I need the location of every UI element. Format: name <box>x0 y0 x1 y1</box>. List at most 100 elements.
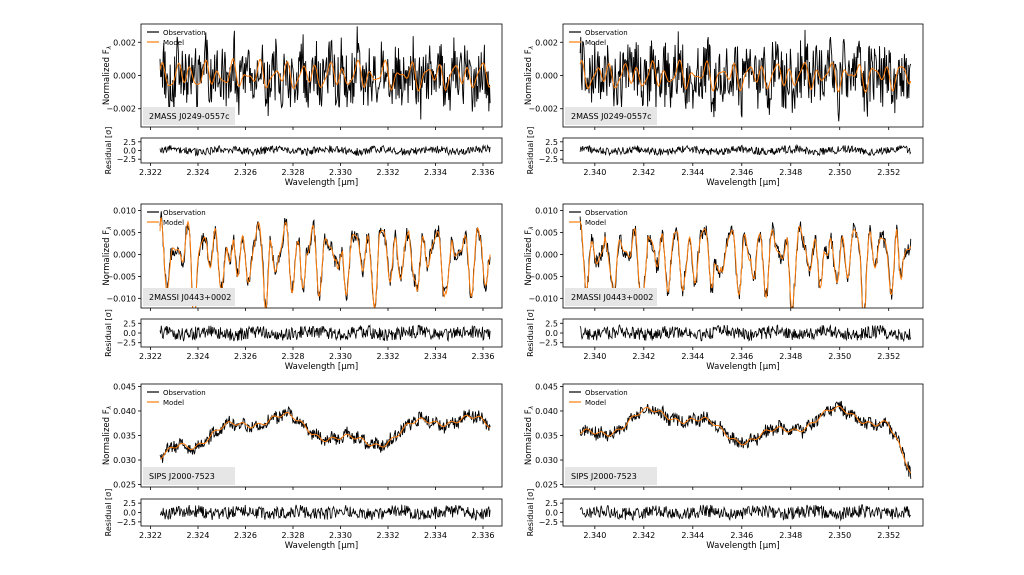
model-series <box>579 59 912 94</box>
legend: Observation Model <box>147 29 206 47</box>
residual-series <box>579 143 912 157</box>
legend: Observation Model <box>147 209 206 227</box>
x-tick-label: 2.326 <box>234 531 257 540</box>
x-tick-label: 2.324 <box>187 168 210 177</box>
y-axis-label-text: Normalized F <box>524 49 534 105</box>
residual-series <box>579 324 912 343</box>
x-tick-label: 2.348 <box>779 168 802 177</box>
residual-y-tick-label: −2.5 <box>117 339 136 348</box>
x-tick-label: 2.352 <box>877 168 900 177</box>
model-series <box>579 405 912 474</box>
y-axis-label: Normalized Fλ <box>102 226 113 285</box>
model-series <box>159 57 491 92</box>
x-tick-label: 2.352 <box>877 352 900 361</box>
residual-y-tick-label: −2.5 <box>539 518 558 527</box>
x-axis-label: Wavelength [μm] <box>285 541 358 551</box>
residual-y-axis-label: Residual [σ] <box>526 489 535 537</box>
y-tick-label: 0.000 <box>113 72 136 81</box>
y-tick-label: −0.010 <box>106 294 136 303</box>
legend-observation-label: Observation <box>585 29 628 37</box>
residual-y-tick-label: −2.5 <box>117 155 136 164</box>
y-axis-label: Normalized Fλ <box>524 226 535 285</box>
x-tick-label: 2.322 <box>139 352 162 361</box>
residual-y-tick-label: 0.0 <box>123 147 136 156</box>
y-axis-label-text: Normalized F <box>524 409 534 465</box>
x-tick-label: 2.340 <box>583 531 606 540</box>
x-tick-label: 2.334 <box>424 531 447 540</box>
x-tick-label: 2.334 <box>424 352 447 361</box>
y-axis-label-subscript: λ <box>528 406 535 411</box>
residual-y-tick-label: 0.0 <box>123 509 136 518</box>
legend-model-label: Model <box>585 399 606 407</box>
x-tick-label: 2.334 <box>424 168 447 177</box>
legend-model-label: Model <box>163 39 184 47</box>
x-tick-label: 2.350 <box>828 168 851 177</box>
x-tick-label: 2.350 <box>828 531 851 540</box>
residual-y-axis-label: Residual [σ] <box>104 489 113 537</box>
x-tick-label: 2.322 <box>139 531 162 540</box>
y-tick-label: 0.005 <box>535 229 558 238</box>
y-tick-label: 0.045 <box>535 382 558 391</box>
y-axis-label-text: Normalized F <box>102 409 112 465</box>
x-tick-label: 2.348 <box>779 352 802 361</box>
y-tick-label: 0.025 <box>113 481 136 490</box>
legend-observation-label: Observation <box>163 29 206 37</box>
y-axis-label-subscript: λ <box>528 46 535 51</box>
object-label: SIPS J2000-7523 <box>149 472 215 481</box>
model-series <box>159 412 491 460</box>
y-axis-label: Normalized Fλ <box>102 406 113 465</box>
y-tick-label: −0.002 <box>528 105 558 114</box>
residual-y-axis-label: Residual [σ] <box>104 127 113 175</box>
object-label-box <box>565 467 657 485</box>
y-tick-label: 0.035 <box>113 432 136 441</box>
y-axis-label: Normalized Fλ <box>524 46 535 105</box>
x-tick-label: 2.346 <box>730 531 753 540</box>
chart-panel-3: −0.010−0.0050.0000.0050.0102.50.0−2.52.3… <box>102 203 503 372</box>
residual-y-tick-label: 2.5 <box>545 499 558 508</box>
x-tick-label: 2.344 <box>681 531 704 540</box>
object-label-box <box>143 288 235 306</box>
object-label-box <box>143 107 235 125</box>
y-tick-label: 0.040 <box>535 407 558 416</box>
x-tick-label: 2.342 <box>632 168 655 177</box>
residual-y-tick-label: 2.5 <box>123 319 136 328</box>
x-tick-label: 2.336 <box>472 531 495 540</box>
legend-observation-label: Observation <box>163 389 206 397</box>
main-axes-frame <box>140 203 503 309</box>
residual-series <box>159 144 491 157</box>
y-tick-label: −0.002 <box>106 105 136 114</box>
residual-series <box>579 504 911 522</box>
residual-y-tick-label: 0.0 <box>545 147 558 156</box>
residual-y-tick-label: 0.0 <box>123 329 136 338</box>
residual-y-tick-label: 2.5 <box>545 319 558 328</box>
x-tick-label: 2.340 <box>583 352 606 361</box>
chart-panel-6: 0.025 0.030 0.035 0.040 0.045 2.50.0−2.5 2.340… <box>524 382 924 551</box>
y-tick-label: 0.000 <box>535 72 558 81</box>
residual-y-tick-label: −2.5 <box>539 339 558 348</box>
legend-observation-label: Observation <box>163 209 206 217</box>
x-tick-label: 2.330 <box>329 168 352 177</box>
x-tick-label: 2.342 <box>632 352 655 361</box>
legend: Observation Model <box>147 389 206 407</box>
x-tick-label: 2.322 <box>139 168 162 177</box>
residual-series <box>159 324 491 342</box>
y-tick-label: 0.000 <box>535 250 558 259</box>
residual-y-axis-label: Residual [σ] <box>526 127 535 175</box>
residual-y-tick-label: −2.5 <box>539 155 558 164</box>
object-label: 2MASS J0249-0557c <box>149 112 230 121</box>
y-tick-label: 0.010 <box>535 207 558 216</box>
x-tick-label: 2.344 <box>681 352 704 361</box>
observation-series <box>159 26 491 120</box>
x-axis-label: Wavelength [μm] <box>285 362 358 372</box>
y-axis-label-text: Normalized F <box>102 49 112 105</box>
x-tick-label: 2.344 <box>681 168 704 177</box>
residual-y-tick-label: 0.0 <box>545 509 558 518</box>
y-axis-label-subscript: λ <box>106 406 113 411</box>
x-tick-label: 2.328 <box>282 168 305 177</box>
y-tick-label: 0.002 <box>113 38 136 47</box>
y-tick-label: 0.002 <box>535 38 558 47</box>
y-tick-label: 0.025 <box>535 481 558 490</box>
x-axis-label: Wavelength [μm] <box>706 362 779 372</box>
object-label-box <box>565 107 657 125</box>
residual-y-tick-label: 0.0 <box>545 329 558 338</box>
